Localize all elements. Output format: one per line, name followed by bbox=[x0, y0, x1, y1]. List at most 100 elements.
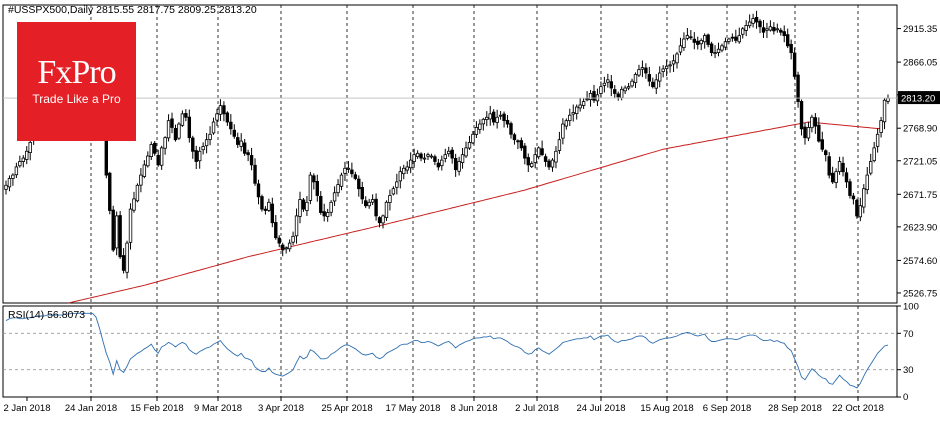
candle-body bbox=[806, 127, 811, 139]
candle-body bbox=[485, 116, 489, 120]
rsi-levels bbox=[3, 332, 897, 371]
rsi-pane-frame bbox=[2, 305, 898, 398]
candle-body bbox=[727, 38, 731, 42]
candle-body bbox=[163, 137, 167, 149]
candle-body bbox=[18, 161, 22, 167]
candle-body bbox=[606, 79, 610, 83]
candle-body bbox=[491, 111, 496, 123]
candle-body bbox=[436, 162, 441, 168]
candle-body bbox=[862, 188, 866, 208]
candle-body bbox=[308, 174, 313, 201]
candle-body bbox=[357, 178, 361, 190]
candle-body bbox=[547, 160, 551, 168]
candle-body bbox=[478, 123, 482, 130]
rsi-series bbox=[5, 312, 889, 389]
date-tick-label: 6 Sep 2018 bbox=[703, 403, 752, 414]
candle-body bbox=[702, 35, 707, 43]
candle-body bbox=[339, 174, 344, 187]
symbol-header: #USSPX500,Daily 2815.55 2817.75 2809.25 … bbox=[8, 4, 257, 16]
candle-body bbox=[377, 217, 382, 224]
date-tick-label: 15 Feb 2018 bbox=[130, 403, 183, 414]
candle-body bbox=[336, 184, 340, 194]
candle-body bbox=[561, 123, 565, 139]
ma-line bbox=[68, 121, 882, 304]
fxpro-logo: FxPro Trade Like a Pro bbox=[17, 22, 136, 141]
candle-body bbox=[253, 164, 257, 184]
chart-frames bbox=[2, 4, 898, 398]
candle-body bbox=[429, 155, 434, 158]
candle-body bbox=[242, 142, 247, 154]
candle-body bbox=[623, 87, 627, 92]
candle-body bbox=[398, 171, 403, 182]
candle-body bbox=[613, 89, 617, 94]
candle-body bbox=[502, 113, 506, 122]
candle-body bbox=[21, 157, 25, 162]
candle-body bbox=[647, 74, 652, 82]
candle-body bbox=[651, 81, 655, 88]
candle-body bbox=[256, 183, 261, 198]
candle-body bbox=[699, 39, 703, 45]
candle-body bbox=[135, 184, 140, 202]
last-price-label-bg bbox=[898, 91, 940, 105]
candle-body bbox=[792, 52, 797, 77]
candle-body bbox=[882, 99, 887, 123]
candle-body bbox=[204, 139, 209, 147]
candle-body bbox=[723, 41, 728, 48]
candle-body bbox=[287, 242, 292, 250]
candle-body bbox=[830, 172, 835, 183]
candle-body bbox=[526, 157, 530, 166]
candle-body bbox=[498, 114, 503, 117]
candle-body bbox=[402, 167, 406, 175]
candle-body bbox=[236, 137, 240, 145]
candle-body bbox=[350, 169, 354, 175]
candle-body bbox=[851, 195, 856, 200]
candle-body bbox=[533, 154, 537, 163]
logo-brand: FxPro bbox=[37, 54, 116, 91]
candle-body bbox=[592, 91, 596, 101]
candle-body bbox=[388, 195, 392, 203]
candle-body bbox=[170, 118, 174, 128]
candle-body bbox=[156, 154, 160, 166]
candle-body bbox=[180, 113, 185, 126]
rsi-tick-label: 100 bbox=[903, 302, 919, 313]
price-tick-label: 2915.35 bbox=[903, 24, 937, 35]
candle-body bbox=[422, 157, 427, 160]
candle-body bbox=[747, 21, 752, 27]
candle-body bbox=[281, 244, 285, 251]
candle-body bbox=[886, 97, 890, 102]
rsi-tick-label: 30 bbox=[903, 365, 914, 376]
candle-body bbox=[370, 199, 375, 203]
candle-body bbox=[305, 201, 309, 212]
candle-body bbox=[166, 120, 171, 139]
date-tick-label: 24 Jan 2018 bbox=[65, 403, 117, 414]
candle-body bbox=[557, 139, 562, 151]
candle-body bbox=[754, 16, 759, 23]
candle-body bbox=[875, 133, 880, 147]
candle-body bbox=[322, 211, 326, 217]
candle-body bbox=[25, 150, 29, 160]
date-tick-label: 15 Aug 2018 bbox=[640, 403, 693, 414]
rsi-line bbox=[5, 312, 889, 389]
candle-body bbox=[132, 198, 136, 211]
candle-body bbox=[588, 93, 593, 101]
candle-body bbox=[201, 146, 205, 151]
candle-body bbox=[360, 187, 364, 200]
candle-body bbox=[294, 215, 299, 237]
rsi-axis: 100 70 30 0 bbox=[897, 302, 919, 403]
candle-body bbox=[312, 175, 316, 183]
candle-body bbox=[730, 36, 735, 39]
candle-body bbox=[505, 119, 510, 125]
candle-body bbox=[827, 156, 831, 176]
date-tick-label: 28 Sep 2018 bbox=[768, 403, 822, 414]
candle-body bbox=[575, 106, 579, 115]
candle-body bbox=[675, 53, 679, 64]
candle-body bbox=[225, 112, 230, 123]
candle-body bbox=[405, 166, 409, 171]
candle-body bbox=[139, 174, 143, 186]
candle-body bbox=[779, 29, 783, 33]
candle-body bbox=[481, 118, 486, 125]
candle-body bbox=[114, 215, 119, 249]
candle-body bbox=[118, 215, 122, 258]
